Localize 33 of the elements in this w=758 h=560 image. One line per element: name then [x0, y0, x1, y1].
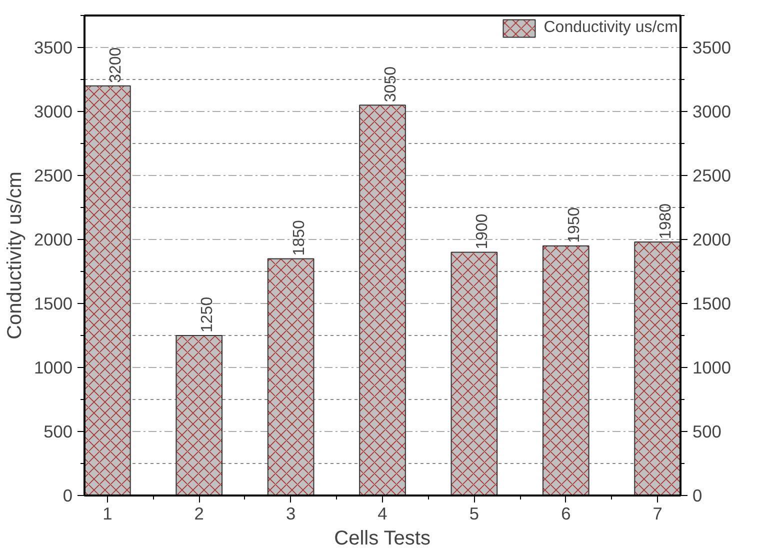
data-label: 1850 [290, 220, 308, 256]
y2-tick-label: 2500 [692, 166, 732, 186]
data-label: 1980 [658, 203, 675, 240]
y-axis-title: Conductivity us/cm [4, 172, 26, 340]
y2-tick-label: 3000 [692, 102, 732, 122]
data-label: 1950 [566, 207, 583, 243]
x-tick-label: 6 [561, 504, 571, 524]
x-tick-label: 3 [286, 504, 296, 524]
y-tick-label: 3000 [34, 102, 73, 122]
y-tick-label: 1500 [34, 294, 73, 314]
y2-tick-label: 1000 [692, 358, 732, 378]
x-tick-label: 4 [378, 504, 388, 524]
x-tick-label: 5 [469, 504, 480, 524]
data-label: 1250 [199, 296, 216, 332]
y-tick-label: 500 [44, 422, 73, 442]
x-axis-title: Cells Tests [334, 528, 430, 550]
y2-tick-label: 1500 [692, 294, 732, 314]
data-label: 3200 [107, 47, 124, 83]
x-tick-label: 2 [194, 504, 204, 524]
legend-label: Conductivity us/cm [544, 19, 678, 37]
x-tick-label: 1 [102, 504, 112, 524]
y-tick-label: 2000 [34, 230, 73, 250]
data-label: 1900 [474, 214, 492, 250]
y-tick-label: 2500 [34, 166, 73, 186]
y2-tick-label: 500 [692, 422, 722, 442]
y-tick-label: 0 [62, 486, 73, 506]
y2-tick-label: 3500 [692, 38, 732, 58]
y-tick-label: 3500 [34, 38, 73, 58]
y2-tick-label: 0 [692, 486, 702, 506]
y2-tick-label: 2000 [692, 230, 732, 250]
x-tick-label: 7 [652, 504, 662, 524]
y-tick-label: 1000 [34, 358, 73, 378]
data-label: 3050 [382, 66, 400, 102]
